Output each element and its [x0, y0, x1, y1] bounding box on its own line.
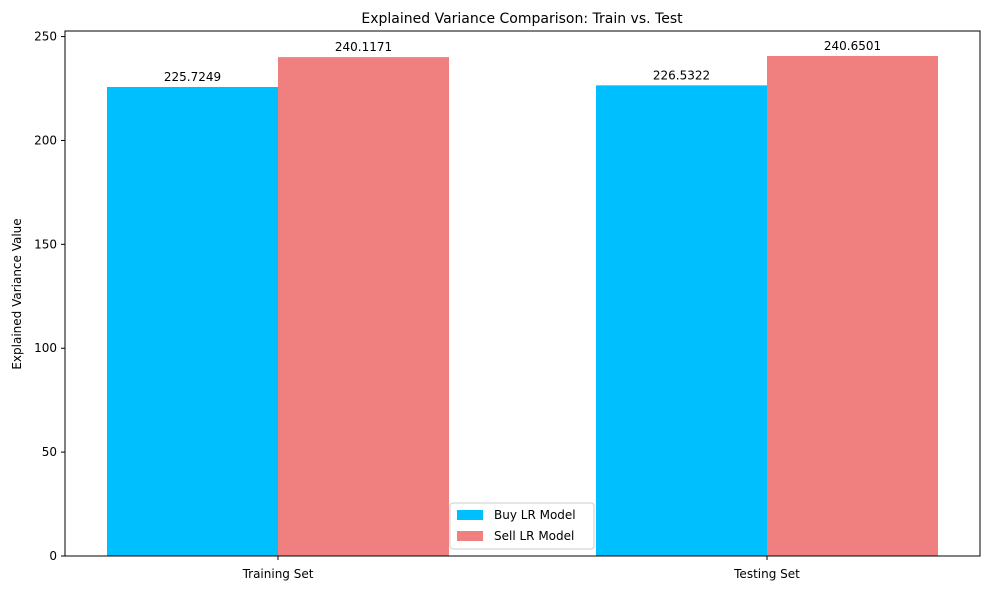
- y-tick-label: 150: [34, 237, 57, 251]
- legend-box: [449, 502, 595, 550]
- y-tick-label: 0: [49, 549, 57, 563]
- y-tick-label: 50: [42, 445, 57, 459]
- bar-value-labels: 225.7249 226.5322 240.1171 240.6501: [164, 39, 881, 84]
- bar-buy-1: [596, 85, 767, 556]
- bar-value-label: 240.1171: [335, 40, 392, 54]
- legend-swatch-sell: [457, 531, 483, 541]
- bar-value-label: 240.6501: [824, 39, 881, 53]
- bar-sell-1: [767, 55, 938, 557]
- bar-buy-0: [107, 87, 278, 556]
- bar-sell-0: [278, 57, 449, 557]
- bar-value-label: 226.5322: [653, 68, 710, 82]
- chart-title: Explained Variance Comparison: Train vs.…: [361, 11, 683, 27]
- x-tick-label: Testing Set: [733, 567, 800, 581]
- x-axis: Training Set Testing Set: [242, 556, 800, 581]
- y-axis: 0 50 100 150 200 250: [34, 30, 65, 563]
- bars: [107, 55, 938, 557]
- legend-label: Sell LR Model: [494, 529, 574, 543]
- legend-swatch-buy: [457, 510, 483, 520]
- y-tick-label: 100: [34, 341, 57, 355]
- legend-label: Buy LR Model: [494, 508, 576, 522]
- y-axis-label: Explained Variance Value: [10, 218, 24, 369]
- legend: Buy LR Model Sell LR Model: [449, 502, 595, 550]
- y-tick-label: 250: [34, 30, 57, 44]
- bar-value-label: 225.7249: [164, 70, 221, 84]
- x-tick-label: Training Set: [242, 567, 314, 581]
- plot-frame: [64, 30, 981, 557]
- y-tick-label: 200: [34, 133, 57, 147]
